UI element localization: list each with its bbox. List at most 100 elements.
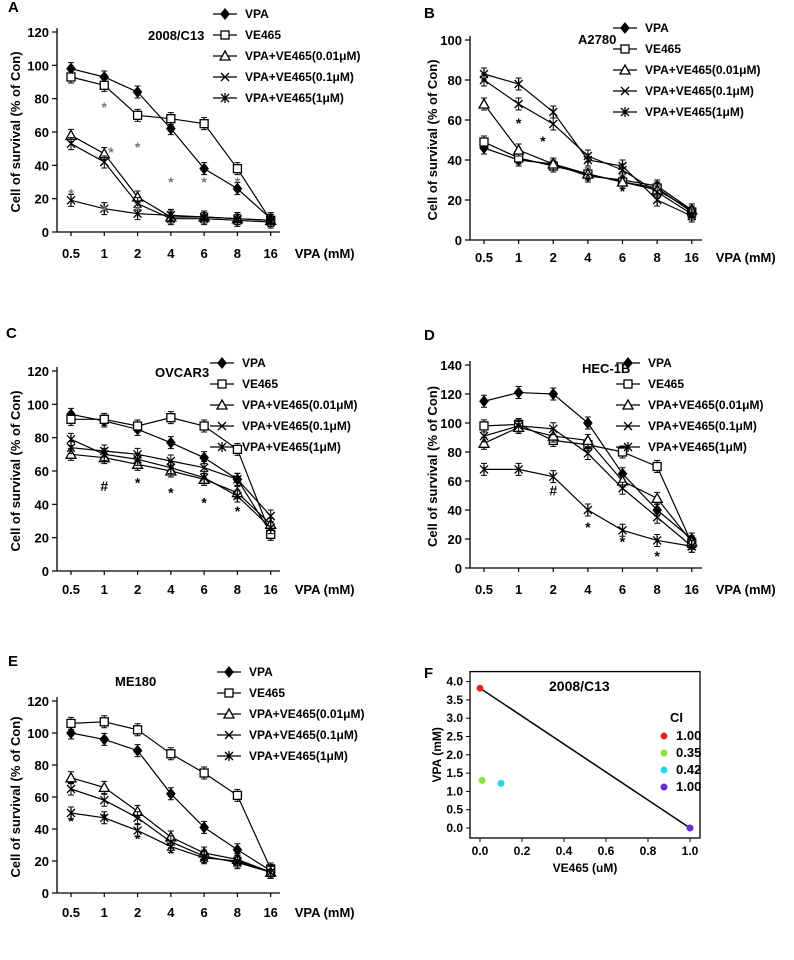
data-point: [166, 436, 176, 449]
y-tick-label: 1.0: [446, 784, 463, 798]
y-tick-label: 3.5: [446, 693, 463, 707]
x-tick-label: 6: [201, 582, 208, 597]
data-point: [652, 461, 662, 472]
data-point: [66, 808, 76, 818]
legend-marker: [215, 398, 229, 410]
data-point: [132, 85, 143, 99]
panel-f: F 2008/C13 0.0 0.5 1.0 1.5 2.0 2.5 3.0 3.5 4.0 0.0 0…: [424, 665, 701, 875]
data-point: [477, 436, 491, 448]
chart-title: 2008/C13: [549, 678, 610, 694]
x-tick-label: 1: [101, 582, 108, 597]
y-tick-label: 100: [27, 726, 49, 741]
y-tick-label: 100: [27, 58, 49, 73]
legend-label: VPA+VE465(0.1μM): [249, 728, 358, 742]
data-point: [99, 157, 109, 167]
data-point: [99, 717, 109, 727]
data-point: [166, 114, 176, 124]
significance-mark: *: [168, 845, 174, 861]
data-point: [512, 143, 525, 155]
x-tick-label: 4: [167, 905, 175, 920]
data-point: [99, 733, 110, 746]
legend-label: VPA+VE465(0.01μM): [245, 49, 361, 63]
data-point: [581, 434, 594, 446]
series-star: [66, 193, 276, 227]
legend-label: VPA+VE465(0.1μM): [648, 419, 757, 433]
significance-mark: *: [235, 174, 241, 190]
data-point: [479, 137, 489, 147]
data-point: [66, 414, 76, 424]
y-tick-label: 60: [35, 125, 49, 140]
legend-marker: [623, 379, 633, 389]
y-tick-label: 20: [448, 193, 462, 208]
significance-mark: *: [168, 485, 174, 501]
data-point: [266, 511, 276, 521]
x-axis-label: VE465 (uM): [553, 861, 618, 875]
data-point: [266, 215, 276, 226]
legend-marker: [220, 7, 230, 21]
x-tick-label: 0.2: [514, 844, 531, 858]
legend-label: VPA: [645, 21, 669, 35]
data-point: [583, 448, 593, 458]
significance-mark: *: [201, 495, 207, 511]
y-axis-label: Cell of survival (% of Con): [425, 386, 440, 547]
data-point: [199, 463, 209, 473]
x-tick-label: 1: [101, 905, 108, 920]
legend-label: VPA+VE465(0.1μM): [245, 70, 354, 84]
x-tick-label: 2: [134, 246, 141, 261]
significance-mark: *: [135, 475, 141, 491]
y-axis-label: VPA (mM): [430, 727, 444, 782]
y-tick-label: 0.5: [446, 803, 463, 817]
y-tick-label: 80: [448, 445, 462, 460]
significance-mark: #: [549, 483, 557, 499]
significance-mark: *: [620, 183, 626, 199]
legend-label: VPA: [249, 665, 273, 679]
panel-a: A 2008/C13 0 20 40 60 80 100 120 0.5 1 2 4 6 8 16 VPA (m…: [8, 0, 361, 261]
data-point: [476, 684, 484, 692]
legend-marker: [224, 730, 234, 740]
legend-label: VPA+VE465(1μM): [242, 440, 341, 454]
data-point: [166, 456, 176, 466]
data-point: [199, 421, 209, 431]
legend-label: 1.00: [676, 728, 701, 743]
legend-label: VPA: [648, 356, 672, 370]
legend-label: VPA+VE465(0.01μM): [648, 398, 764, 412]
data-point: [514, 79, 524, 89]
series-square: [66, 411, 276, 541]
data-point: [132, 725, 143, 735]
legend-marker: [660, 732, 668, 740]
data-point: [166, 462, 176, 473]
x-tick-label: 0.5: [62, 905, 80, 920]
x-tick-label: 0.5: [62, 246, 80, 261]
data-point: [199, 472, 209, 483]
data-point: [232, 182, 243, 195]
data-point: [232, 491, 242, 501]
y-tick-label: 40: [448, 503, 462, 518]
legend-label: VE465: [245, 28, 281, 42]
panel-label: A: [8, 0, 19, 16]
y-axis-label: Cell of survival (% of Con): [8, 390, 23, 551]
significance-mark: *: [102, 810, 108, 826]
y-tick-label: 0: [42, 564, 49, 579]
data-point: [616, 175, 629, 187]
panel-label: C: [6, 325, 17, 342]
legend-label: 1.00: [676, 779, 701, 794]
x-axis-label: VPA (mM): [295, 905, 355, 920]
panel-b: B A2780 0 20 40 60 80 100 0.5 1 2 4 6 8 16 VPA (mM) Cell…: [424, 5, 776, 265]
data-point: [66, 718, 76, 729]
series-diamond: [479, 386, 697, 546]
y-tick-label: 0: [42, 225, 49, 240]
x-tick-label: 0.6: [598, 844, 615, 858]
significance-mark: *: [135, 139, 141, 155]
y-tick-label: 3.0: [446, 711, 463, 725]
panel-label: F: [424, 665, 433, 682]
legend-marker: [623, 421, 633, 431]
legend-label: VPA+VE465(0.01μM): [645, 63, 761, 77]
y-tick-label: 120: [27, 694, 49, 709]
legend-label: VE465: [648, 377, 684, 391]
significance-mark: *: [135, 202, 141, 218]
x-tick-label: 8: [654, 250, 661, 265]
significance-mark: *: [540, 133, 546, 149]
x-tick-label: 2: [134, 582, 141, 597]
data-point: [64, 771, 78, 783]
x-tick-label: 8: [654, 582, 661, 597]
